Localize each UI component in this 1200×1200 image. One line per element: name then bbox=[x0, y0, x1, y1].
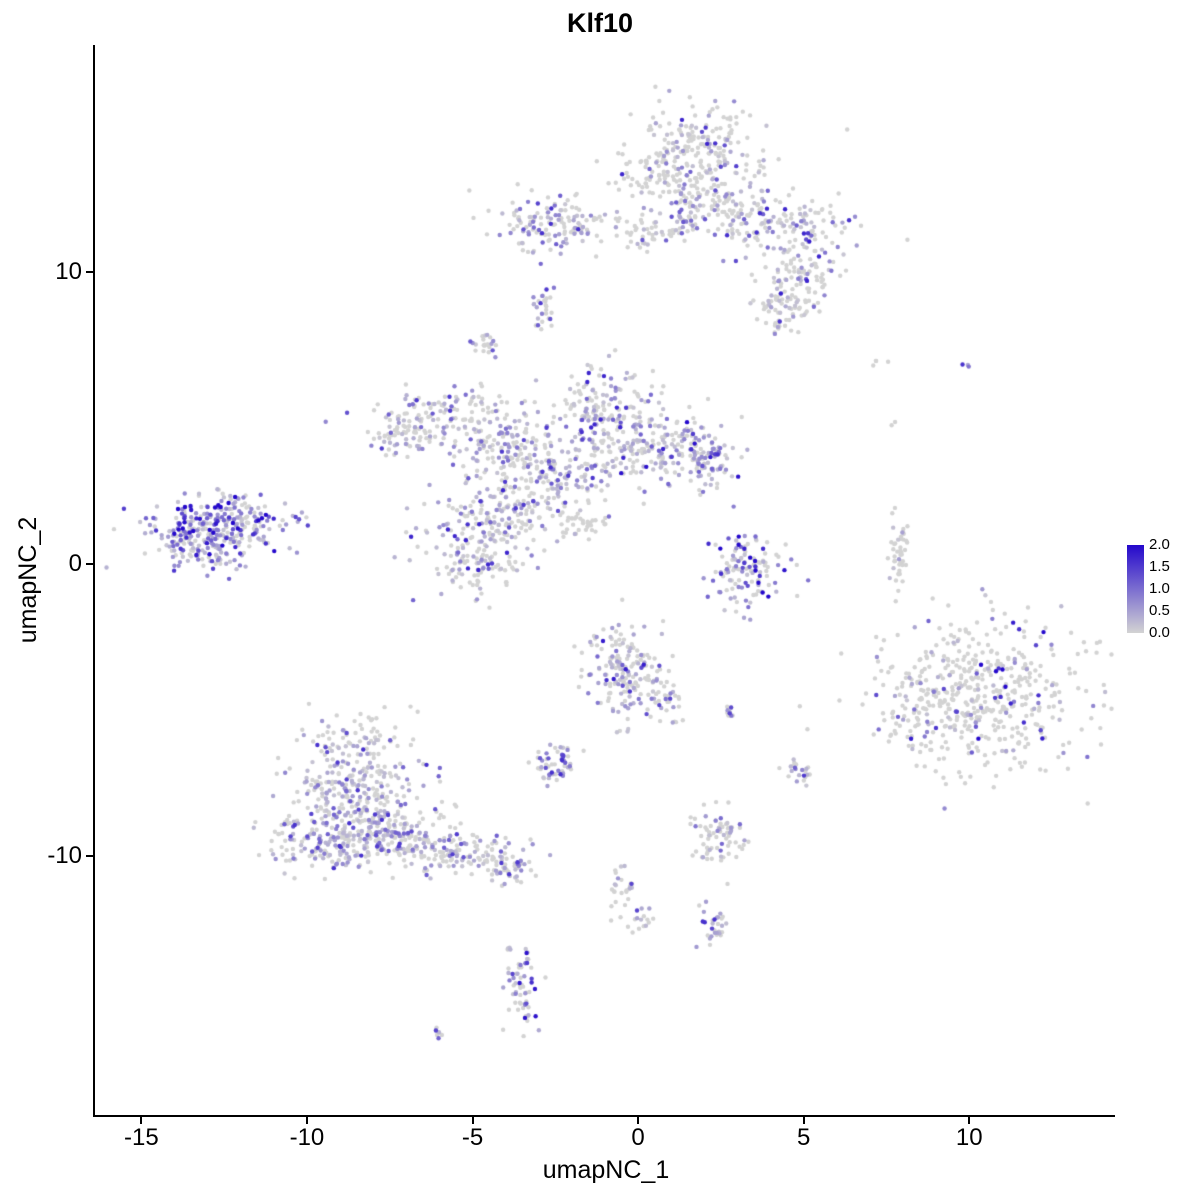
x-tick-label: -5 bbox=[461, 1124, 484, 1151]
x-tick-label: -10 bbox=[289, 1124, 325, 1151]
y-tick-mark bbox=[86, 854, 93, 857]
x-tick-mark bbox=[305, 1117, 308, 1124]
legend-tick-label: 0.0 bbox=[1149, 624, 1170, 641]
legend-tick-label: 1.0 bbox=[1149, 580, 1170, 597]
legend-tick-label: 1.5 bbox=[1149, 558, 1170, 575]
y-tick-label: 10 bbox=[55, 258, 82, 286]
x-tick-mark bbox=[471, 1117, 474, 1124]
legend-tick-label: 2.0 bbox=[1149, 536, 1170, 553]
plot-title: Klf10 bbox=[566, 8, 634, 38]
x-tick-label: 10 bbox=[955, 1124, 983, 1151]
y-tick-label: 0 bbox=[68, 549, 82, 577]
x-tick-mark bbox=[968, 1117, 971, 1124]
y-tick-mark bbox=[86, 562, 93, 565]
x-tick-label: -15 bbox=[124, 1124, 159, 1151]
x-tick-mark bbox=[637, 1117, 640, 1124]
x-tick-mark bbox=[802, 1117, 805, 1124]
scatter-points-canvas bbox=[95, 45, 1115, 1115]
x-tick-label: 0 bbox=[631, 1124, 645, 1151]
y-axis-title: umapNC_2 bbox=[14, 516, 42, 644]
x-axis-title: umapNC_1 bbox=[542, 1156, 670, 1184]
y-tick-mark bbox=[86, 271, 93, 274]
x-tick-mark bbox=[140, 1117, 143, 1124]
y-tick-label: -10 bbox=[47, 841, 82, 869]
x-tick-label: 5 bbox=[797, 1124, 811, 1151]
legend-gradient-bar bbox=[1127, 545, 1144, 633]
plot-panel bbox=[93, 45, 1115, 1117]
legend-tick-label: 0.5 bbox=[1149, 602, 1170, 619]
